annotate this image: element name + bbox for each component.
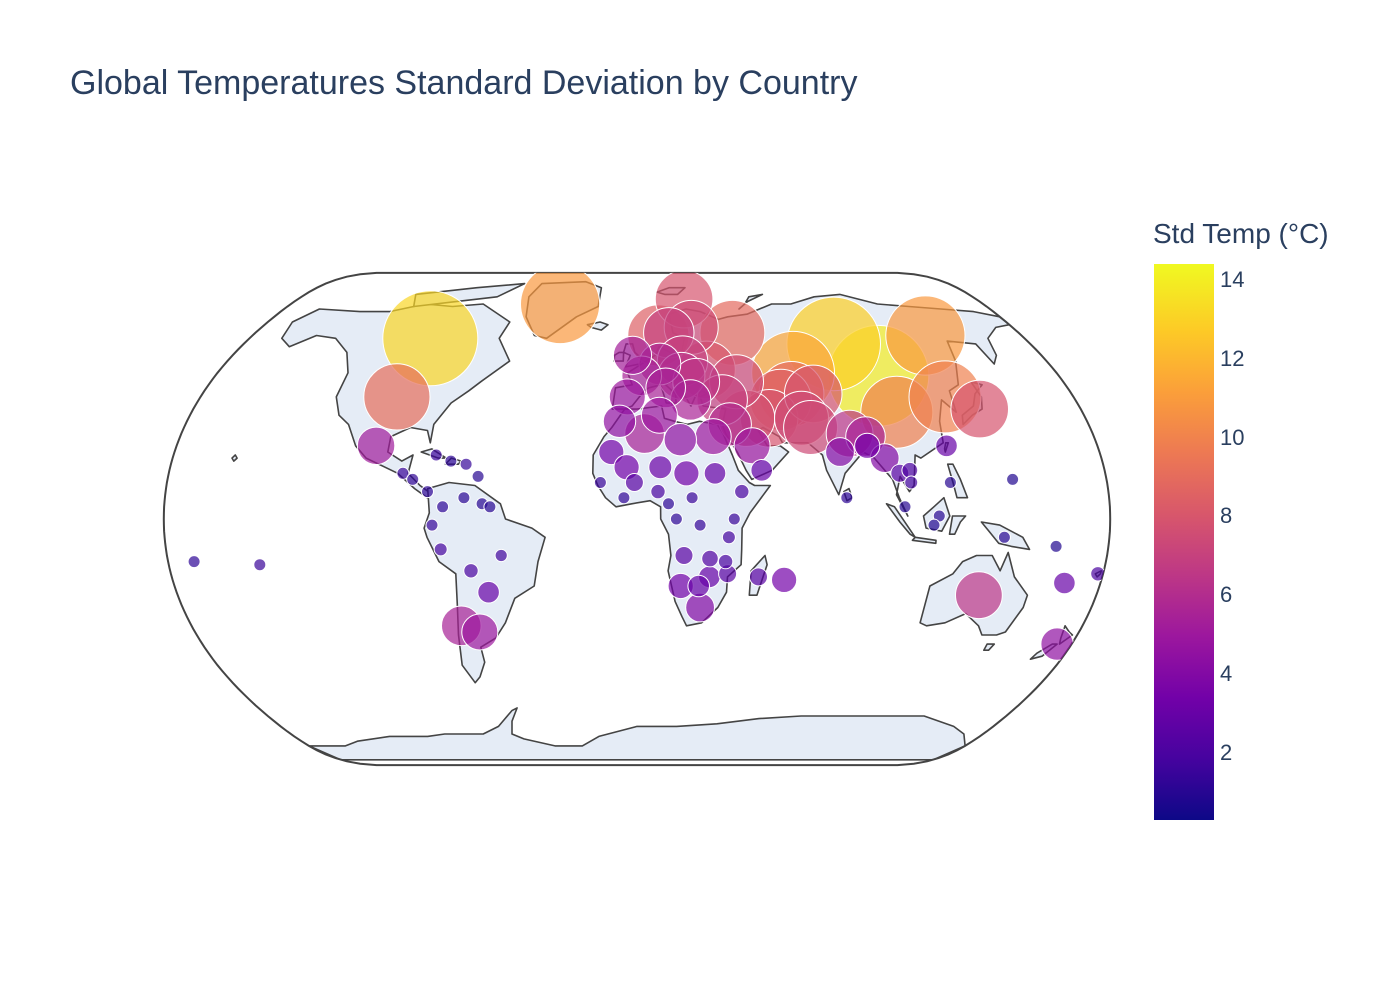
country-bubble[interactable] bbox=[356, 426, 396, 465]
country-bubble[interactable] bbox=[750, 459, 774, 482]
country-bubble[interactable] bbox=[721, 530, 736, 545]
landmass-tasmania bbox=[983, 643, 996, 651]
colorbar-title: Std Temp (°C) bbox=[1153, 218, 1329, 249]
country-bubble[interactable] bbox=[685, 491, 699, 505]
landmass-java bbox=[911, 536, 937, 545]
country-bubble[interactable] bbox=[444, 454, 458, 468]
country-bubble[interactable] bbox=[734, 483, 750, 500]
country-bubble[interactable] bbox=[669, 512, 683, 526]
colorbar-tick-label: 6 bbox=[1220, 582, 1233, 608]
country-bubble[interactable] bbox=[612, 335, 653, 375]
colorbar-tick-label: 2 bbox=[1220, 739, 1233, 765]
country-bubble[interactable] bbox=[955, 571, 1003, 620]
country-bubble[interactable] bbox=[950, 379, 1010, 439]
points-layer bbox=[187, 264, 1106, 661]
country-bubble[interactable] bbox=[771, 566, 798, 594]
landmass-antarctica bbox=[308, 707, 966, 761]
colorbar-tick-label: 10 bbox=[1220, 424, 1245, 450]
country-bubble[interactable] bbox=[382, 290, 479, 387]
country-bubble[interactable] bbox=[520, 264, 601, 345]
country-bubble[interactable] bbox=[1040, 627, 1074, 661]
country-bubble[interactable] bbox=[840, 491, 854, 505]
country-bubble[interactable] bbox=[406, 472, 420, 486]
country-bubble[interactable] bbox=[253, 558, 267, 572]
country-bubble[interactable] bbox=[943, 476, 957, 489]
country-bubble[interactable] bbox=[457, 491, 471, 505]
map-frame bbox=[162, 271, 1112, 767]
country-bubble[interactable] bbox=[593, 476, 607, 489]
country-bubble[interactable] bbox=[717, 553, 734, 570]
country-bubble[interactable] bbox=[433, 542, 448, 557]
country-bubble[interactable] bbox=[396, 466, 410, 480]
country-bubble[interactable] bbox=[429, 448, 443, 462]
country-bubble[interactable] bbox=[694, 418, 732, 456]
country-bubble[interactable] bbox=[904, 475, 919, 490]
country-bubble[interactable] bbox=[363, 363, 431, 431]
country-bubble[interactable] bbox=[187, 555, 201, 569]
country-bubble[interactable] bbox=[673, 460, 700, 487]
country-bubble[interactable] bbox=[685, 592, 715, 623]
country-bubble[interactable] bbox=[701, 549, 719, 568]
country-bubble[interactable] bbox=[624, 473, 644, 492]
country-bubble[interactable] bbox=[461, 613, 499, 651]
country-bubble[interactable] bbox=[674, 546, 694, 565]
country-bubble[interactable] bbox=[1053, 571, 1076, 595]
country-bubble[interactable] bbox=[436, 500, 450, 514]
colorbar-tick-label: 8 bbox=[1220, 503, 1233, 529]
country-bubble[interactable] bbox=[1049, 539, 1063, 553]
country-bubble[interactable] bbox=[602, 404, 637, 438]
country-bubble[interactable] bbox=[494, 548, 508, 563]
country-bubble[interactable] bbox=[459, 457, 473, 471]
country-bubble[interactable] bbox=[854, 432, 881, 459]
colorbar-tick-label: 4 bbox=[1220, 661, 1233, 687]
country-bubble[interactable] bbox=[687, 574, 711, 598]
chart-title: Global Temperatures Standard Deviation b… bbox=[70, 64, 858, 102]
country-bubble[interactable] bbox=[703, 462, 727, 485]
landmass-sulawesi bbox=[948, 515, 967, 535]
country-bubble[interactable] bbox=[471, 469, 485, 483]
country-bubble[interactable] bbox=[425, 518, 439, 532]
country-bubble[interactable] bbox=[733, 427, 771, 465]
country-bubble[interactable] bbox=[935, 434, 958, 458]
country-bubble[interactable] bbox=[663, 423, 697, 457]
landmass-hawaii bbox=[231, 454, 238, 462]
country-bubble[interactable] bbox=[648, 455, 673, 480]
country-bubble[interactable] bbox=[640, 396, 678, 434]
landmass-sumatra bbox=[885, 503, 916, 539]
colorbar bbox=[1154, 264, 1214, 820]
country-bubble[interactable] bbox=[898, 500, 912, 514]
country-bubble[interactable] bbox=[749, 567, 768, 587]
country-bubble[interactable] bbox=[825, 437, 855, 467]
country-bubble[interactable] bbox=[1090, 566, 1106, 582]
country-bubble[interactable] bbox=[727, 512, 741, 526]
country-bubble[interactable] bbox=[1006, 472, 1020, 486]
country-bubble[interactable] bbox=[617, 491, 631, 505]
country-bubble[interactable] bbox=[421, 485, 434, 499]
country-bubble[interactable] bbox=[997, 530, 1011, 544]
country-bubble[interactable] bbox=[650, 483, 666, 500]
country-bubble[interactable] bbox=[693, 518, 707, 532]
colorbar-tick-label: 14 bbox=[1220, 266, 1245, 292]
country-bubble[interactable] bbox=[662, 497, 675, 511]
country-bubble[interactable] bbox=[927, 518, 941, 532]
country-bubble[interactable] bbox=[477, 580, 500, 604]
colorbar-tick-label: 12 bbox=[1220, 345, 1245, 371]
country-bubble[interactable] bbox=[463, 563, 479, 579]
country-bubble[interactable] bbox=[483, 500, 497, 514]
